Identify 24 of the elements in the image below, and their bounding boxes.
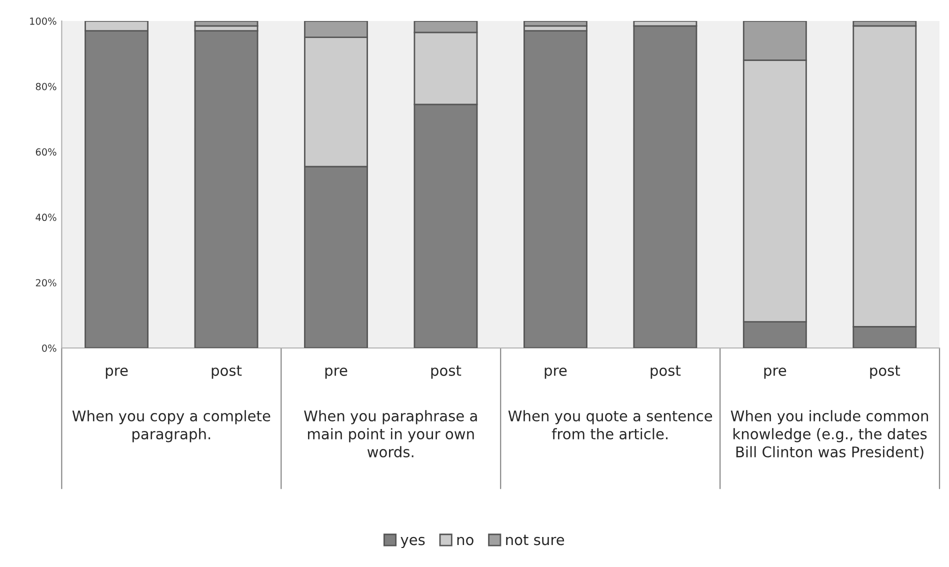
x-tick-label: post bbox=[431, 366, 462, 379]
bar bbox=[633, 25, 698, 348]
y-tick-label: 60% bbox=[36, 148, 56, 156]
bar bbox=[523, 30, 588, 348]
y-tick-label: 20% bbox=[36, 279, 56, 286]
x-tick-label: pre bbox=[325, 368, 348, 379]
legend-label: yes bbox=[400, 536, 425, 548]
x-tick-label: post bbox=[212, 366, 242, 379]
x-tick-label: post bbox=[870, 366, 900, 379]
legend-label: no bbox=[457, 536, 474, 546]
y-tick-label: 80% bbox=[36, 82, 56, 90]
y-tick-label: 0% bbox=[42, 344, 56, 352]
text: When you quote a sentence from the article. bbox=[508, 410, 712, 440]
text: When you paraphrase a main point in your own words. bbox=[304, 410, 477, 458]
x-tick-label: pre bbox=[106, 368, 128, 379]
text: When you include common knowledge (e.g., the dates Bill Clinton was President) bbox=[730, 410, 928, 460]
y-tick-label: 40% bbox=[36, 214, 56, 222]
x-tick-label: pre bbox=[544, 368, 567, 379]
text: When you copy a complete paragraph. bbox=[72, 410, 270, 442]
bar bbox=[194, 30, 258, 348]
x-tick-label: pre bbox=[764, 368, 786, 379]
x-tick-label: post bbox=[650, 366, 681, 379]
legend-label: not sure bbox=[506, 534, 564, 546]
y-tick-label: 100% bbox=[30, 17, 56, 25]
